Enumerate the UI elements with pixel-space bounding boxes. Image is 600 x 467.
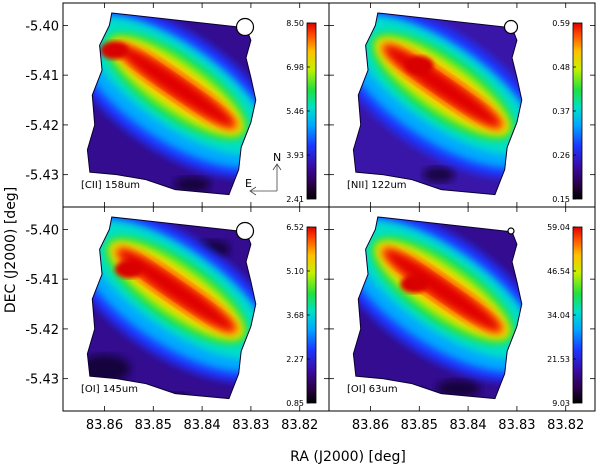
colorbar-tick-label: 2.27	[286, 355, 304, 364]
beam-circle	[507, 227, 515, 235]
dark-region	[87, 354, 131, 383]
compass-north-arrowhead	[272, 163, 282, 171]
map-image	[353, 216, 522, 399]
dark-region	[174, 176, 211, 193]
y-tick-label: -5.40	[25, 19, 59, 34]
colorbar-tick-label: 3.93	[286, 151, 304, 160]
emission-bar	[87, 216, 256, 382]
map-image	[87, 12, 256, 195]
map-outline	[86, 216, 257, 400]
map-outline	[352, 216, 523, 400]
map-outline	[86, 12, 257, 196]
y-tick-label: -5.42	[25, 323, 59, 338]
x-axis-title: RA (J2000) [deg]	[290, 449, 406, 465]
y-tick-label: -5.41	[25, 69, 59, 84]
compass-east-label: E	[245, 177, 252, 190]
map-image	[353, 12, 522, 195]
panel-label: [OI] 145um	[81, 384, 138, 395]
map-panel	[352, 12, 523, 196]
panel-label: [OI] 63um	[347, 384, 398, 395]
colorbar-tick-label: 0.15	[552, 195, 570, 204]
panel-label: [NII] 122um	[347, 180, 407, 191]
colorbar-tick-label: 6.98	[286, 63, 304, 72]
map-layer	[86, 12, 523, 400]
map-panel	[86, 12, 257, 196]
x-tick-label: 83.82	[281, 418, 318, 433]
map-image	[87, 216, 256, 399]
colorbar-tick-label: 21.53	[547, 355, 570, 364]
compass-north-label: N	[273, 151, 281, 164]
emission-peak	[400, 275, 429, 294]
y-axis-title: DEC (J2000) [deg]	[3, 187, 19, 313]
x-tick-label: 83.86	[86, 418, 123, 433]
dark-region	[436, 379, 481, 398]
compass: NE	[245, 151, 282, 196]
colorbar-tick-label: 0.59	[552, 19, 570, 28]
axes-layer: 83.86 83.85 83.84 83.83 83.82 83.86 83.85 83.84…	[25, 3, 595, 433]
compass-east-arrowhead	[249, 186, 257, 196]
colorbar-tick-label: 46.54	[547, 267, 570, 276]
panel-label: [CII] 158um	[81, 180, 140, 191]
y-tick-label: -5.40	[25, 223, 59, 238]
emission-peak	[405, 56, 434, 75]
emission-contour	[385, 250, 500, 330]
emission-peak	[114, 260, 143, 279]
dark-region	[422, 166, 455, 183]
colorbar-tick-label: 0.37	[552, 107, 570, 116]
colorbar-tick-label: 5.46	[286, 107, 304, 116]
beam-circle	[235, 221, 255, 241]
x-tick-label: 83.86	[352, 418, 389, 433]
colorbar-tick-label: 0.48	[552, 63, 570, 72]
y-tick-label: -5.43	[25, 373, 59, 388]
colorbar-tick-label: 34.04	[547, 311, 570, 320]
emission-contour	[119, 46, 234, 126]
x-tick-label: 83.84	[183, 418, 220, 433]
map-panel	[352, 216, 523, 400]
colorbar-tick-label: 2.41	[286, 195, 304, 204]
emission-contour	[119, 250, 234, 330]
x-tick-label: 83.82	[547, 418, 584, 433]
beam-circle	[503, 19, 519, 35]
colorbar-tick-label: 6.52	[286, 223, 304, 232]
beam-circle	[235, 17, 255, 37]
x-tick-label: 83.83	[232, 418, 269, 433]
x-tick-label: 83.83	[498, 418, 535, 433]
x-tick-label: 83.84	[449, 418, 486, 433]
frame-layer: 8.506.985.463.932.41[CII] 158umNE0.590.4…	[62, 2, 596, 412]
colorbar-tick-label: 0.26	[552, 151, 570, 160]
x-tick-label: 83.85	[135, 418, 172, 433]
y-tick-label: -5.42	[25, 119, 59, 134]
colorbar-tick-label: 59.04	[547, 223, 570, 232]
x-tick-label: 83.85	[401, 418, 438, 433]
colorbar-tick-label: 0.85	[286, 399, 304, 408]
panel-frame	[328, 206, 596, 412]
map-panel	[86, 216, 257, 400]
emission-bar	[353, 216, 522, 382]
colorbar-tick-label: 3.68	[286, 311, 304, 320]
colorbar-tick-label: 9.03	[552, 399, 570, 408]
dark-region	[393, 386, 426, 399]
colorbar-tick-label: 8.50	[286, 19, 304, 28]
emission-peak	[100, 41, 129, 60]
map-outline	[352, 12, 523, 196]
colorbar-tick-label: 5.10	[286, 267, 304, 276]
y-tick-label: -5.41	[25, 273, 59, 288]
y-tick-label: -5.43	[25, 169, 59, 184]
